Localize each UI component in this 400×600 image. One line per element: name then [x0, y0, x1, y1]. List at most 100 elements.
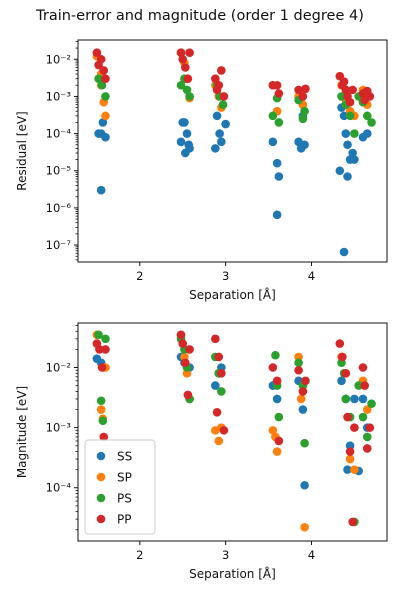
- data-point-ps: [354, 381, 363, 390]
- legend-label-sp: SP: [117, 471, 132, 485]
- data-point-ps: [358, 412, 368, 422]
- data-point-ss: [339, 111, 349, 121]
- data-point-ss: [96, 185, 106, 195]
- data-point-ss: [272, 158, 282, 168]
- data-point-pp: [362, 444, 372, 453]
- legend-label-pp: PP: [117, 513, 131, 527]
- data-point-pp: [185, 48, 194, 58]
- data-point-ss: [300, 480, 309, 490]
- data-point-pp: [219, 426, 229, 435]
- y-tick-label: 10⁻³: [46, 421, 72, 435]
- data-point-ss: [182, 129, 192, 138]
- data-point-pp: [97, 363, 107, 372]
- data-point-ss: [337, 376, 346, 386]
- data-point-pp: [268, 363, 278, 372]
- legend-label-ps: PS: [117, 492, 132, 506]
- data-point-ps: [274, 412, 284, 422]
- data-point-pp: [360, 381, 369, 390]
- legend-marker-sp: [96, 472, 106, 482]
- x-tick-label: 3: [222, 269, 229, 283]
- data-point-pp: [212, 407, 222, 417]
- data-point-pp: [99, 66, 109, 75]
- data-point-ps: [345, 111, 355, 121]
- data-point-pp: [348, 85, 357, 95]
- x-tick-label: 3: [222, 548, 229, 562]
- data-point-ss: [300, 140, 309, 150]
- legend-marker-pp: [96, 514, 106, 524]
- data-point-ps: [218, 100, 228, 109]
- data-point-ps: [94, 74, 103, 83]
- data-point-pp: [95, 345, 104, 354]
- data-point-sp: [296, 394, 306, 404]
- data-point-pp: [101, 74, 110, 83]
- data-point-ss: [217, 137, 226, 147]
- x-tick-label: 4: [308, 269, 315, 283]
- data-point-ss: [350, 394, 359, 404]
- data-point-ps: [268, 111, 278, 121]
- data-point-ps: [362, 432, 372, 442]
- data-point-pp: [272, 80, 282, 90]
- data-point-pp: [335, 339, 345, 348]
- data-point-ss: [362, 129, 372, 138]
- data-point-pp: [341, 85, 351, 95]
- y-tick-label: 10⁻⁶: [46, 201, 72, 215]
- data-point-pp: [358, 363, 368, 372]
- data-point-ss: [358, 394, 368, 404]
- data-point-ss: [268, 137, 278, 147]
- data-point-ps: [298, 114, 308, 124]
- data-point-ss: [350, 155, 359, 164]
- x-axis-label: Separation [Å]: [189, 287, 276, 302]
- data-point-ss: [215, 129, 224, 138]
- data-point-pp: [274, 436, 284, 446]
- data-point-pp: [178, 54, 188, 64]
- data-point-pp: [301, 84, 310, 94]
- residual-panel: 2 3 4 10⁻⁷ 10⁻⁶ 10⁻⁵ 10⁻⁴ 10⁻³ 10⁻² Separation [Å…: [15, 39, 388, 302]
- data-point-sp: [268, 426, 278, 435]
- data-point-sp: [96, 405, 106, 414]
- y-axis-label: Residual [eV]: [15, 111, 29, 190]
- data-point-pp: [294, 85, 303, 95]
- data-point-pp: [350, 423, 359, 432]
- data-point-ps: [94, 330, 103, 340]
- data-point-pp: [345, 447, 355, 456]
- data-point-ps: [217, 387, 226, 396]
- y-tick-label: 10⁻²: [46, 361, 71, 375]
- data-point-pp: [301, 376, 310, 386]
- data-point-ss: [343, 140, 352, 150]
- data-point-ss: [272, 394, 282, 404]
- data-point-ss: [348, 148, 357, 158]
- data-point-ps: [294, 358, 303, 368]
- data-point-pp: [298, 387, 308, 396]
- data-point-sp: [101, 111, 110, 121]
- data-point-ps: [350, 129, 359, 138]
- data-point-ss: [343, 465, 352, 474]
- y-tick-label: 10⁻²: [46, 52, 71, 66]
- data-point-ss: [212, 111, 222, 121]
- y-tick-label: 10⁻⁴: [46, 481, 72, 495]
- data-point-ss: [180, 118, 189, 127]
- data-point-pp: [180, 63, 190, 72]
- data-point-ps: [337, 92, 346, 101]
- y-tick-label: 10⁻⁴: [46, 127, 72, 141]
- data-point-pp: [185, 345, 194, 354]
- data-point-pp: [211, 334, 220, 344]
- x-axis-label: Separation [Å]: [189, 566, 276, 581]
- data-point-pp: [298, 92, 308, 101]
- data-point-ps: [367, 118, 376, 127]
- data-point-ss: [180, 148, 190, 158]
- data-point-ps: [101, 92, 110, 101]
- data-point-ps: [98, 416, 108, 426]
- plot-frame: [77, 39, 388, 263]
- data-point-ps: [182, 85, 192, 95]
- legend-box: [84, 439, 156, 535]
- data-point-pp: [211, 74, 220, 83]
- data-point-pp: [348, 517, 357, 527]
- data-point-ss: [211, 381, 220, 390]
- data-point-pp: [365, 423, 375, 432]
- y-tick-label: 10⁻⁷: [46, 238, 72, 252]
- data-point-pp: [272, 376, 282, 386]
- data-point-pp: [176, 48, 186, 58]
- data-point-ps: [362, 111, 372, 121]
- data-point-pp: [176, 330, 186, 340]
